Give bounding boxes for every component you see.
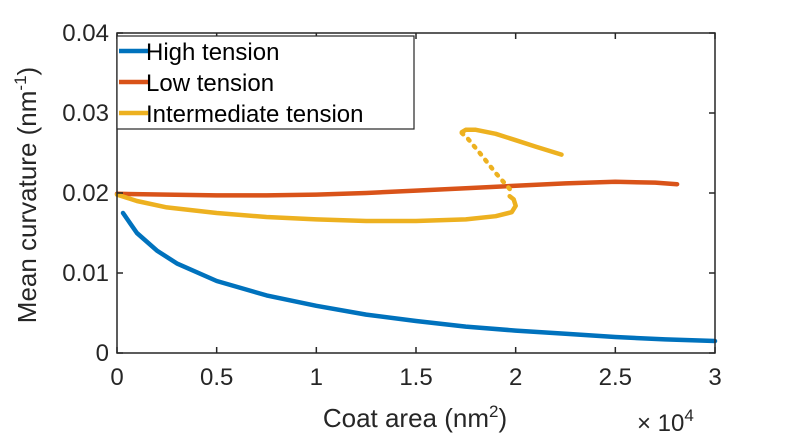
series-line-1-segment-0 [114, 179, 680, 198]
x-tick-label: 0.5 [200, 364, 233, 391]
y-tick-label: 0.02 [62, 180, 109, 207]
x-tick-label: 2.5 [599, 364, 632, 391]
legend-label: Low tension [146, 70, 274, 97]
x-axis-title: Coat area (nm2) [323, 402, 507, 433]
x-multiplier: × 104 [637, 406, 694, 437]
legend: High tension Low tension Intermediate tens… [116, 35, 415, 130]
legend-label: Intermediate tension [146, 101, 363, 128]
series-line-2-segment-0 [114, 192, 518, 224]
x-tick-label: 1 [310, 364, 323, 391]
y-axis-title: Mean curvature (nm-1) [11, 67, 42, 323]
series-line-2-segment-2 [459, 127, 564, 157]
series-line-0-segment-0 [120, 210, 718, 344]
legend-box [116, 35, 415, 130]
y-tick-label: 0.03 [62, 100, 109, 127]
axes: 0 0.5 1 1.5 2 2.5 3 0 0.01 0.02 0.03 0.04 [62, 20, 721, 391]
y-tick-label: 0.01 [62, 260, 109, 287]
y-tick-label: 0 [96, 340, 109, 367]
x-tick-label: 1.5 [399, 364, 432, 391]
x-tick-label: 3 [708, 364, 721, 391]
legend-label: High tension [146, 39, 279, 66]
y-tick-label: 0.04 [62, 20, 109, 47]
x-tick-label: 0 [110, 364, 123, 391]
series-line-2-segment-1 [459, 130, 512, 192]
plot-area [114, 127, 718, 344]
x-tick-label: 2 [509, 364, 522, 391]
